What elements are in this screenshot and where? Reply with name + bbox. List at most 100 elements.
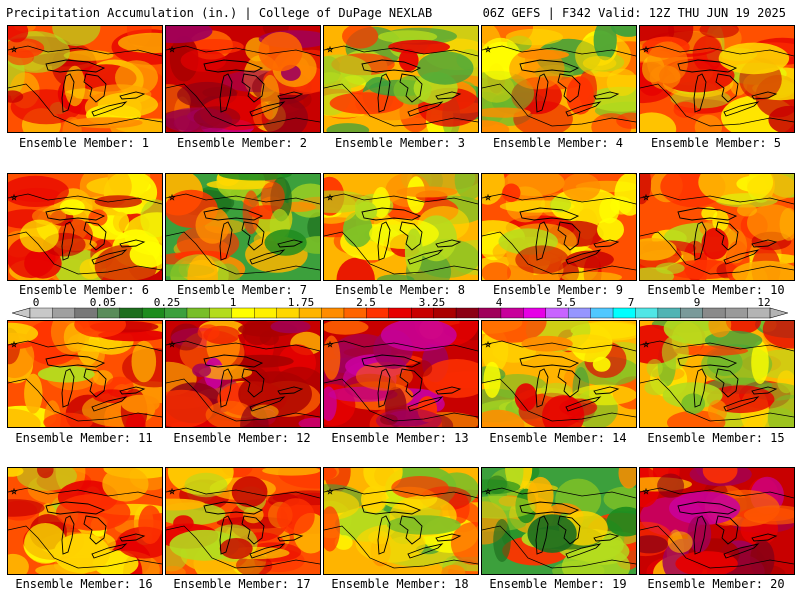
border-lines	[482, 487, 636, 569]
lake-outline	[241, 368, 265, 398]
ensemble-panel: ☆	[639, 467, 795, 575]
precip-map: ☆	[482, 468, 636, 574]
precip-blob	[694, 114, 723, 132]
precip-blob	[258, 31, 303, 72]
precip-blob	[270, 321, 311, 334]
lake-outline	[219, 368, 233, 408]
lake-outline	[203, 59, 264, 73]
lake-outline	[565, 101, 602, 117]
precip-map: ☆	[166, 468, 320, 574]
ensemble-panel: ☆	[7, 467, 163, 575]
lake-outline	[83, 368, 107, 398]
lake-outline	[219, 515, 233, 555]
lake-outline	[535, 73, 549, 113]
precip-map: ☆	[324, 174, 478, 280]
lake-outline	[407, 249, 444, 265]
lake-outline	[723, 249, 760, 265]
precip-blob	[707, 399, 728, 423]
precip-blob	[767, 394, 794, 427]
precip-blob	[8, 499, 45, 517]
precip-map: ☆	[166, 321, 320, 427]
precip-map: ☆	[640, 26, 794, 132]
border-lines	[8, 487, 162, 569]
colorbar-tick-label: 9	[693, 296, 701, 309]
precip-blob	[422, 359, 478, 398]
colorbar-right-arrow	[769, 307, 788, 319]
star-marker: ☆	[485, 486, 491, 497]
precip-blob	[197, 324, 220, 341]
precip-blob	[298, 417, 320, 427]
precip-blob	[549, 196, 572, 213]
lake-outline	[715, 221, 739, 251]
precip-blob	[328, 386, 398, 402]
star-marker: ☆	[11, 192, 17, 203]
lake-outline	[45, 207, 106, 221]
precip-blob	[8, 90, 24, 103]
precip-blob	[413, 360, 433, 377]
lake-outline	[693, 368, 707, 408]
colorbar-segment	[590, 307, 614, 319]
lake-outline	[557, 221, 581, 251]
star-marker: ☆	[169, 44, 175, 55]
precip-blob	[597, 217, 624, 242]
precip-blob	[441, 564, 466, 574]
precip-blob	[112, 211, 130, 233]
precip-blob	[19, 219, 59, 253]
run-info: 06Z GEFS | F342 Valid: 12Z THU JUN 19 20…	[482, 6, 786, 20]
precip-blob	[24, 373, 43, 414]
ensemble-panel: ☆	[7, 173, 163, 281]
precip-blob	[562, 174, 601, 202]
precip-blob	[131, 340, 157, 383]
lake-outline	[751, 91, 778, 100]
precip-map: ☆	[640, 174, 794, 280]
precip-blob	[751, 340, 769, 384]
precip-map: ☆	[640, 321, 794, 427]
border-lines	[640, 340, 794, 422]
star-marker: ☆	[485, 339, 491, 350]
precip-blob	[63, 50, 114, 61]
ensemble-panel: ☆	[7, 25, 163, 133]
lake-outline	[377, 73, 391, 113]
precip-blob	[166, 565, 186, 574]
precip-map: ☆	[324, 321, 478, 427]
lake-outline	[557, 515, 581, 545]
border-lines	[482, 45, 636, 127]
precip-blob	[262, 468, 320, 476]
colorbar-segment	[567, 307, 592, 319]
colorbar-segment	[433, 307, 457, 319]
precip-blob	[187, 254, 218, 280]
ensemble-panel: ☆	[7, 320, 163, 428]
precip-blob	[675, 551, 738, 574]
precip-blob	[329, 92, 404, 115]
precip-blob	[115, 60, 158, 96]
ensemble-panel: ☆	[323, 467, 479, 575]
lake-outline	[677, 354, 738, 368]
star-marker: ☆	[169, 339, 175, 350]
colorbar-left-arrow	[12, 307, 31, 319]
ensemble-member-label: Ensemble Member: 16	[15, 577, 153, 591]
ensemble-member-label: Ensemble Member: 20	[647, 577, 785, 591]
ensemble-member-label: Ensemble Member: 3	[334, 136, 466, 150]
precip-blob	[8, 553, 29, 574]
lake-outline	[593, 533, 620, 542]
precip-blob	[655, 262, 685, 275]
precip-blob	[515, 245, 569, 274]
precip-map: ☆	[8, 468, 162, 574]
colorbar-tick-label: 2.5	[356, 296, 376, 309]
colorbar-segment	[366, 307, 390, 319]
precip-blob	[747, 204, 794, 242]
lake-outline	[565, 543, 602, 559]
precip-blob	[326, 123, 370, 132]
ensemble-member-label: Ensemble Member: 8	[334, 283, 466, 297]
lake-outline	[557, 368, 581, 398]
precip-map: ☆	[482, 26, 636, 132]
precip-blob	[687, 515, 712, 553]
precip-blob	[743, 505, 794, 525]
precip-blob	[724, 229, 747, 264]
lake-outline	[361, 501, 422, 515]
precip-map: ☆	[166, 26, 320, 132]
colorbar-segment	[141, 307, 166, 319]
lake-outline	[593, 386, 620, 395]
border-lines	[482, 340, 636, 422]
colorbar-segment	[52, 307, 76, 319]
